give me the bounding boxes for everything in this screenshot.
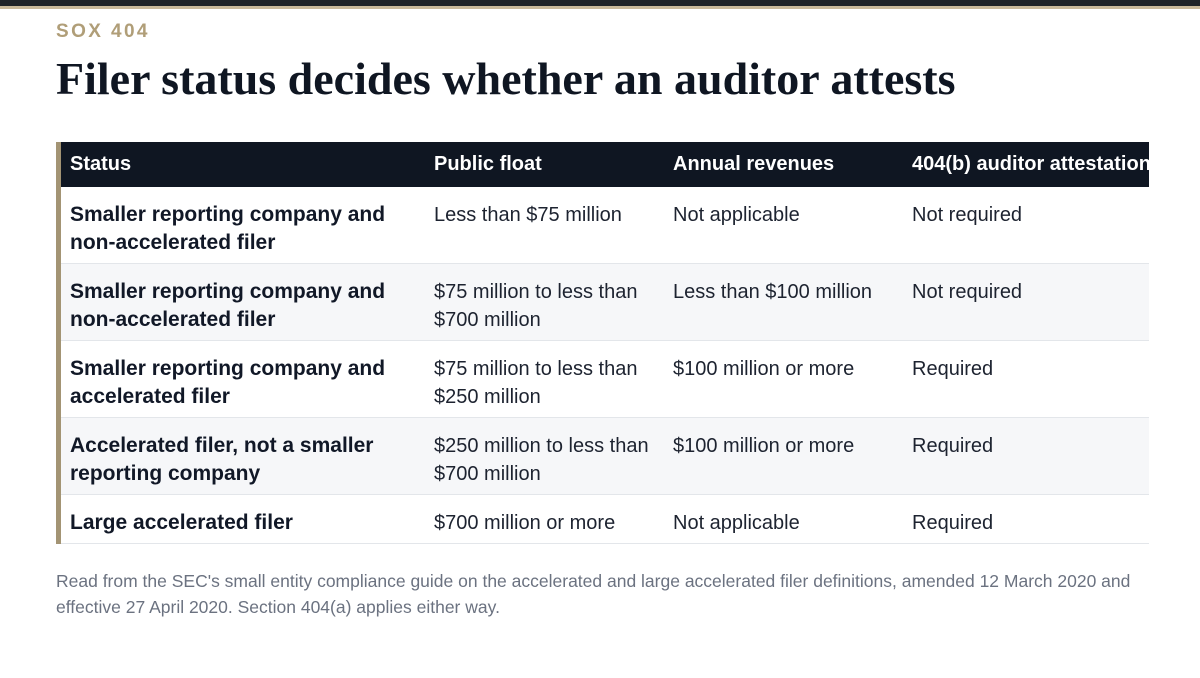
annual-revenues-cell: $100 million or more [664, 417, 903, 495]
status-cell: Smaller reporting company and accelerate… [61, 340, 425, 418]
attestation-cell: Not required [903, 187, 1149, 264]
public-float-cell: $75 million to less than $250 million [425, 340, 664, 418]
filer-status-table-wrap: Status Public float Annual revenues 404(… [56, 142, 1149, 544]
top-rule-accent [0, 6, 1200, 9]
annual-revenues-cell: Not applicable [664, 494, 903, 544]
public-float-cell: $250 million to less than $700 million [425, 417, 664, 495]
column-header-auditor-attestation: 404(b) auditor attestation [903, 142, 1149, 187]
attestation-cell: Required [903, 494, 1149, 544]
table-row: Smaller reporting company and accelerate… [61, 340, 1149, 418]
table-row: Smaller reporting company and non-accele… [61, 263, 1149, 341]
status-cell: Smaller reporting company and non-accele… [61, 187, 425, 264]
attestation-cell: Required [903, 340, 1149, 418]
public-float-cell: $700 million or more [425, 494, 664, 544]
table-row: Large accelerated filer $700 million or … [61, 494, 1149, 544]
column-header-status: Status [61, 142, 425, 187]
table-row: Accelerated filer, not a smaller reporti… [61, 417, 1149, 495]
attestation-cell: Not required [903, 263, 1149, 341]
status-cell: Large accelerated filer [61, 494, 425, 544]
page-title: Filer status decides whether an auditor … [56, 53, 956, 104]
annual-revenues-cell: Not applicable [664, 187, 903, 264]
table-header-row: Status Public float Annual revenues 404(… [61, 142, 1149, 187]
attestation-cell: Required [903, 417, 1149, 495]
annual-revenues-cell: Less than $100 million [664, 263, 903, 341]
top-rule [0, 0, 1200, 6]
column-header-annual-revenues: Annual revenues [664, 142, 903, 187]
table-row: Smaller reporting company and non-accele… [61, 187, 1149, 264]
filer-status-table: Status Public float Annual revenues 404(… [61, 142, 1149, 544]
public-float-cell: Less than $75 million [425, 187, 664, 264]
public-float-cell: $75 million to less than $700 million [425, 263, 664, 341]
eyebrow-label: SOX 404 [56, 21, 150, 42]
source-footnote: Read from the SEC's small entity complia… [56, 571, 1131, 617]
column-header-public-float: Public float [425, 142, 664, 187]
status-cell: Accelerated filer, not a smaller reporti… [61, 417, 425, 495]
annual-revenues-cell: $100 million or more [664, 340, 903, 418]
status-cell: Smaller reporting company and non-accele… [61, 263, 425, 341]
